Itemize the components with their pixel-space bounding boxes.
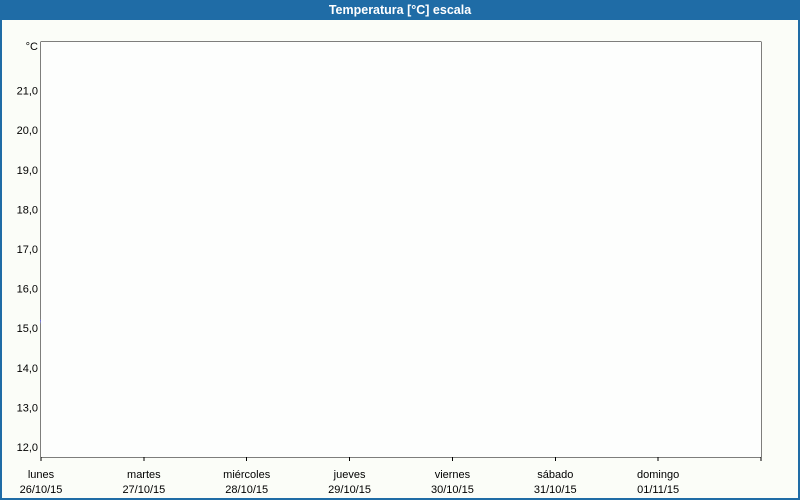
plot-area: °C 21,0 20,0 19,0 18,0 17,0 16,0 15,0 14,0 13,0 12… xyxy=(17,41,762,496)
y-tick-label: 13,0 xyxy=(17,402,38,414)
day-date-label: 01/11/15 xyxy=(637,484,679,496)
title-bar[interactable] xyxy=(0,0,800,20)
y-tick-label: 21,0 xyxy=(17,86,38,98)
day-name-label: lunes xyxy=(28,469,55,481)
y-axis-labels: °C 21,0 20,0 19,0 18,0 17,0 16,0 15,0 14,0 13,0 12… xyxy=(17,41,38,454)
day-name-label: sábado xyxy=(537,469,573,481)
y-axis-unit-label: °C xyxy=(26,41,38,53)
day-date-label: 26/10/15 xyxy=(20,484,63,496)
day-date-label: 28/10/15 xyxy=(225,484,268,496)
y-tick-label: 19,0 xyxy=(17,165,38,177)
day-date-label: 31/10/15 xyxy=(534,484,577,496)
day-name-label: martes xyxy=(127,469,161,481)
window-title: Temperatura [°C] escala xyxy=(329,3,472,17)
day-name-label: domingo xyxy=(637,469,679,481)
y-tick-label: 14,0 xyxy=(17,363,38,375)
day-date-label: 27/10/15 xyxy=(122,484,165,496)
x-axis-labels: lunes 26/10/15 martes 27/10/15 miércoles 28/1… xyxy=(20,469,680,496)
day-name-label: miércoles xyxy=(223,469,271,481)
y-tick-label: 12,0 xyxy=(17,442,38,454)
y-tick-label: 18,0 xyxy=(17,204,38,216)
day-name-label: jueves xyxy=(333,469,366,481)
y-tick-label: 17,0 xyxy=(17,244,38,256)
y-tick-label: 16,0 xyxy=(17,284,38,296)
x-axis-ticks xyxy=(40,457,762,461)
day-date-label: 30/10/15 xyxy=(431,484,474,496)
y-tick-label: 15,0 xyxy=(17,323,38,335)
day-name-label: viernes xyxy=(435,469,471,481)
y-tick-label: 20,0 xyxy=(17,125,38,137)
day-date-label: 29/10/15 xyxy=(328,484,371,496)
